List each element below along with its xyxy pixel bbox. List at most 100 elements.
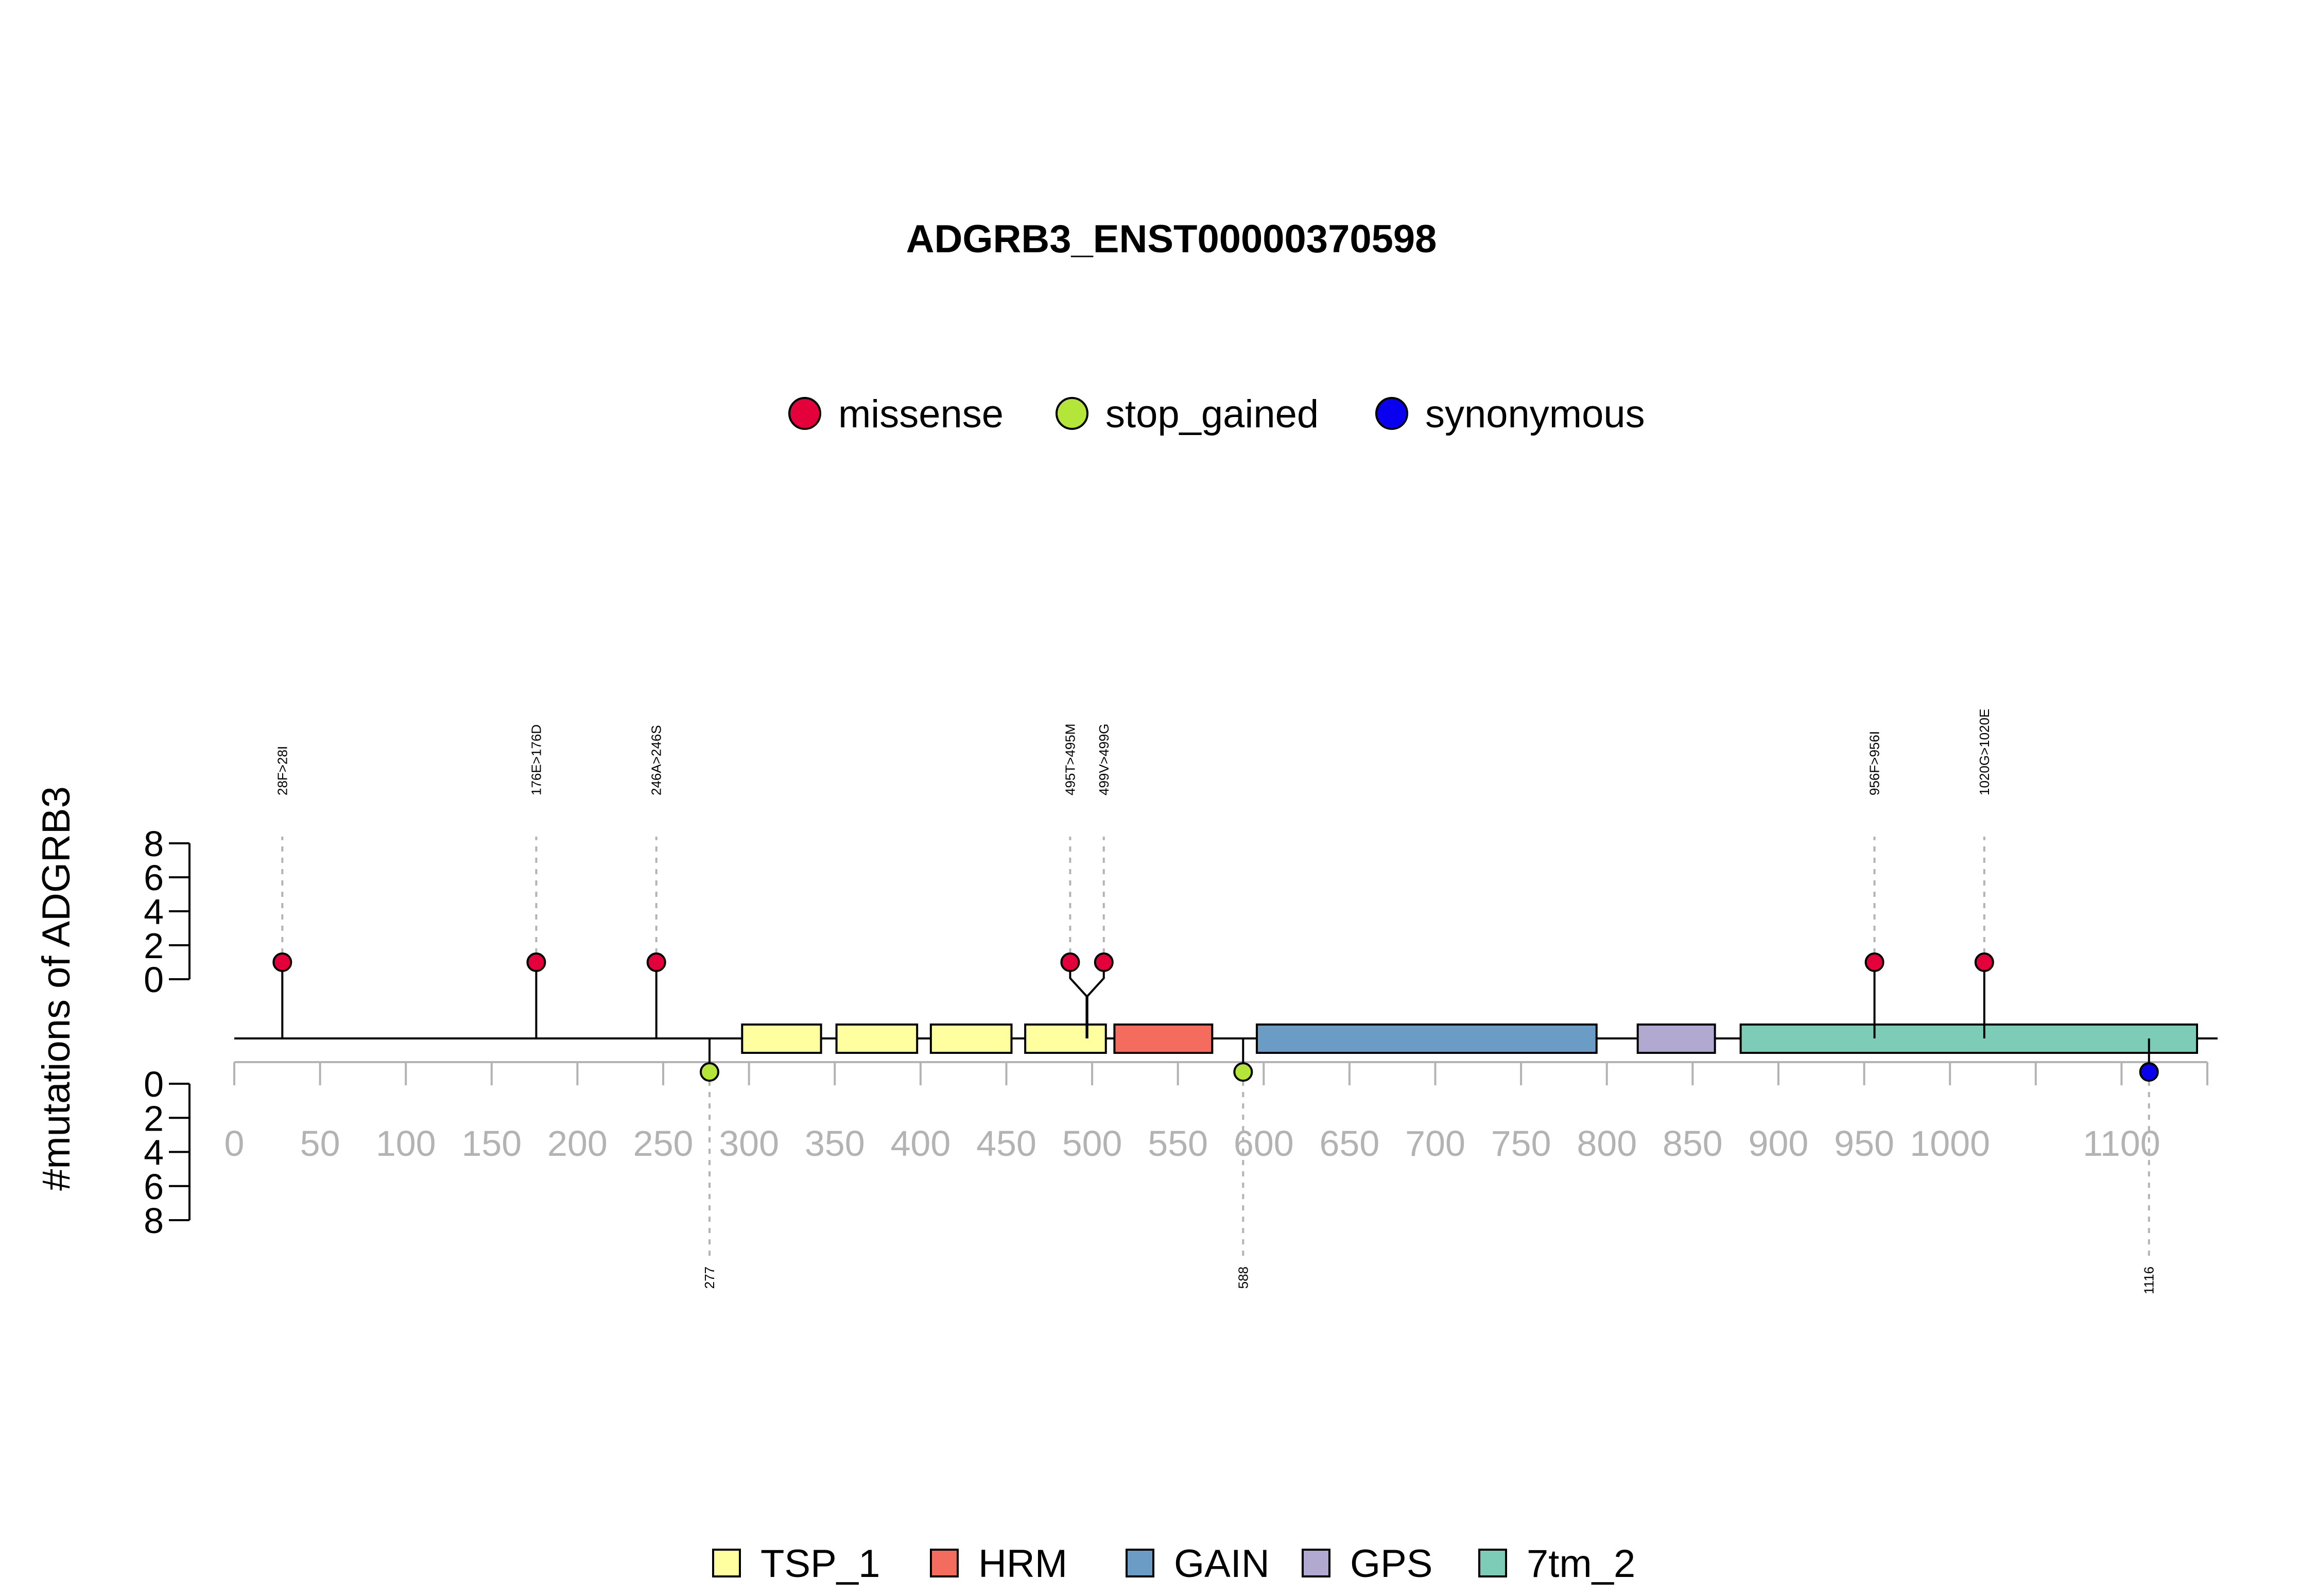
mutation-label: 588 bbox=[1235, 1267, 1251, 1289]
lollipop-head bbox=[272, 952, 292, 972]
y-tick-label: 6 bbox=[144, 858, 164, 898]
mutation-956F>956I: 956F>956I bbox=[1864, 731, 1884, 1038]
x-tick-label: 150 bbox=[461, 1123, 522, 1164]
domain-tsp-1 bbox=[835, 1023, 919, 1054]
lollipops-bottom: 277 588 1116 bbox=[700, 1038, 2159, 1294]
mutation-28F>28I: 28F>28I bbox=[272, 746, 292, 1038]
domain-hrm bbox=[1113, 1023, 1214, 1054]
x-tick-label: 50 bbox=[300, 1123, 340, 1164]
mutation-176E>176D: 176E>176D bbox=[526, 724, 546, 1038]
mutation-499V>499G: 499V>499G bbox=[1086, 723, 1114, 1038]
domain-tsp-1 bbox=[929, 1023, 1013, 1054]
x-tick-label: 300 bbox=[719, 1123, 779, 1164]
x-tick-label: 0 bbox=[224, 1123, 245, 1164]
legend-marker bbox=[788, 397, 821, 430]
chart-title: ADGRB3_ENST00000370598 bbox=[906, 217, 1437, 261]
mutation-label: 1020G>1020E bbox=[1977, 709, 1992, 795]
x-tick-label: 100 bbox=[376, 1123, 436, 1164]
x-tick-label: 950 bbox=[1834, 1123, 1894, 1164]
lollipop-head bbox=[1060, 952, 1080, 972]
x-tick-label: 750 bbox=[1491, 1123, 1551, 1164]
x-axis: 0 50 100 150 200 250 300 350 400 450 500 550 600 650 7… bbox=[224, 1061, 2208, 1164]
legend-swatch bbox=[712, 1549, 741, 1577]
legend-marker bbox=[1375, 397, 1408, 430]
x-tick-label: 850 bbox=[1663, 1123, 1723, 1164]
y-tick-label: 0 bbox=[144, 960, 164, 1000]
lollipop-head bbox=[1094, 952, 1114, 972]
y-tick-label: 0 bbox=[144, 1064, 164, 1104]
legend-label: HRM bbox=[978, 1542, 1067, 1586]
domain-tsp-1 bbox=[741, 1023, 822, 1054]
x-tick-label: 200 bbox=[547, 1123, 608, 1164]
mutation-label: 956F>956I bbox=[1867, 731, 1882, 795]
x-tick-label: 350 bbox=[805, 1123, 865, 1164]
x-tick-label: 1100 bbox=[2083, 1123, 2160, 1164]
lollipop-head bbox=[646, 952, 666, 972]
mutation-label: 499V>499G bbox=[1096, 723, 1112, 795]
legend-label: 7tm_2 bbox=[1527, 1542, 1635, 1586]
domain-legend: TSP_1 HRM GAIN GPS 7tm_2 bbox=[712, 1542, 1635, 1586]
mutation-1116: 1116 bbox=[2139, 1038, 2159, 1294]
legend-swatch bbox=[1478, 1549, 1507, 1577]
domain-7tm-2 bbox=[1739, 1023, 2199, 1054]
legend-swatch bbox=[1302, 1549, 1330, 1577]
mutation-label: 246A>246S bbox=[649, 725, 664, 795]
x-tick-label: 400 bbox=[890, 1123, 950, 1164]
legend-item-stop-gained: stop_gained bbox=[1056, 392, 1319, 436]
y-tick-label: 6 bbox=[144, 1167, 164, 1207]
mutation-246A>246S: 246A>246S bbox=[646, 725, 666, 1038]
mutation-label: 1116 bbox=[2141, 1267, 2157, 1294]
mutation-legend: missense stop_gained synonymous bbox=[788, 392, 1645, 436]
lollipop-head bbox=[2139, 1062, 2159, 1082]
legend-item-tsp-1: TSP_1 bbox=[712, 1542, 880, 1586]
legend-label: GPS bbox=[1350, 1542, 1433, 1586]
legend-marker bbox=[1056, 397, 1088, 430]
legend-label: TSP_1 bbox=[760, 1542, 880, 1586]
legend-item-missense: missense bbox=[788, 392, 1004, 436]
x-tick-label: 1000 bbox=[1910, 1123, 1990, 1164]
legend-item-gps: GPS bbox=[1302, 1542, 1433, 1586]
domain-boxes bbox=[741, 1023, 2199, 1054]
mutation-label: 495T>495M bbox=[1062, 724, 1078, 795]
legend-item-gain: GAIN bbox=[1126, 1542, 1270, 1586]
lollipop-head bbox=[526, 952, 546, 972]
mutation-277: 277 bbox=[700, 1038, 720, 1289]
legend-item-7tm-2: 7tm_2 bbox=[1478, 1542, 1635, 1586]
x-tick-label: 700 bbox=[1405, 1123, 1465, 1164]
x-tick-label: 550 bbox=[1148, 1123, 1208, 1164]
x-tick-label: 450 bbox=[976, 1123, 1036, 1164]
lollipop-head bbox=[700, 1062, 720, 1082]
y-tick-label: 8 bbox=[144, 1201, 164, 1241]
legend-swatch bbox=[1126, 1549, 1154, 1577]
lollipop-head bbox=[1864, 952, 1884, 972]
y-tick-label: 2 bbox=[144, 1098, 164, 1138]
mutation-label: 28F>28I bbox=[274, 746, 290, 795]
x-tick-label: 900 bbox=[1749, 1123, 1809, 1164]
legend-item-synonymous: synonymous bbox=[1375, 392, 1645, 436]
legend-label: stop_gained bbox=[1105, 392, 1319, 436]
lollipops-top: 28F>28I 176E>176D 246A>246S 495T>495M 499V>4… bbox=[272, 709, 1994, 1038]
legend-label: GAIN bbox=[1174, 1542, 1270, 1586]
x-tick-label: 650 bbox=[1320, 1123, 1380, 1164]
mutation-588: 588 bbox=[1233, 1038, 1253, 1289]
mutation-495T>495M: 495T>495M bbox=[1060, 724, 1088, 1038]
domain-gps bbox=[1636, 1023, 1716, 1054]
mutation-1020G>1020E: 1020G>1020E bbox=[1974, 709, 1994, 1038]
y-tick-label: 8 bbox=[144, 824, 164, 864]
x-tick-label: 800 bbox=[1577, 1123, 1637, 1164]
domain-tsp-1 bbox=[1024, 1023, 1107, 1054]
lollipop-head bbox=[1233, 1062, 1253, 1082]
x-tick-label: 500 bbox=[1062, 1123, 1122, 1164]
legend-label: missense bbox=[838, 392, 1004, 436]
mutation-label: 176E>176D bbox=[528, 724, 544, 795]
y-axis-label: #mutations of ADGRB3 bbox=[34, 786, 78, 1191]
legend-label: synonymous bbox=[1425, 392, 1645, 436]
domain-gain bbox=[1255, 1023, 1598, 1054]
x-tick-label: 250 bbox=[633, 1123, 694, 1164]
legend-swatch bbox=[930, 1549, 959, 1577]
y-tick-label: 2 bbox=[144, 926, 164, 966]
lollipop-head bbox=[1974, 952, 1994, 972]
